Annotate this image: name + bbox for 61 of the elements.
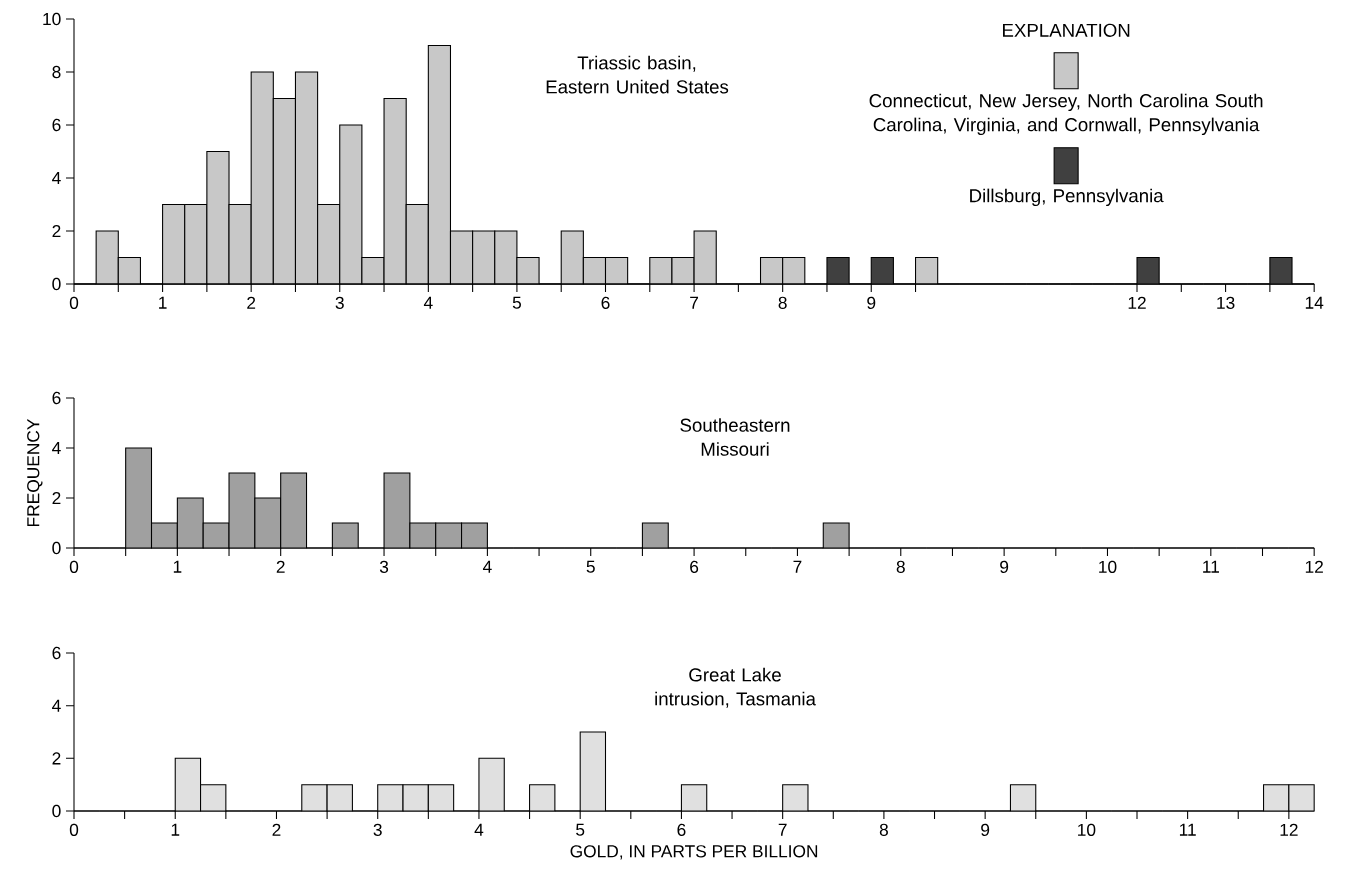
x-tick-label: 2 [276, 560, 285, 573]
x-tick-label: 2 [247, 296, 256, 309]
y-tick-label: 10 [43, 12, 61, 26]
legend-label: Connecticut, New Jersey, North Carolina South Carolina, Virginia, and Cornwall, Pennsylvania [869, 93, 1263, 136]
x-tick-label: 5 [512, 296, 522, 309]
x-tick-label: 12 [1128, 296, 1146, 309]
x-tick-label: 12 [1280, 823, 1298, 836]
x-tick-label: 6 [677, 823, 686, 836]
x-tick-label: 9 [981, 823, 990, 836]
y-tick-label: 0 [52, 541, 61, 555]
x-tick-label: 11 [1203, 560, 1219, 573]
y-tick-label: 8 [52, 65, 61, 79]
x-tick-label: 3 [373, 823, 382, 836]
x-tick-label: 1 [171, 823, 180, 836]
x-tick-label: 8 [879, 823, 888, 836]
x-tick-label: 9 [867, 296, 876, 309]
y-tick-label: 6 [52, 118, 61, 132]
x-tick-label: 13 [1217, 296, 1235, 309]
y-tick-label: 6 [52, 391, 61, 405]
x-tick-label: 6 [601, 296, 610, 309]
y-tick-label: 2 [52, 491, 61, 505]
x-tick-label: 4 [474, 823, 484, 836]
text: Great Lake intrusion, Tasmania [655, 667, 816, 708]
x-tick-label: 3 [379, 560, 389, 573]
legend-title: EXPLANATION [1003, 23, 1130, 37]
x-tick-label: 6 [690, 560, 699, 573]
x-tick-label: 1 [173, 560, 182, 573]
x-tick-label: 4 [423, 296, 433, 309]
x-tick-label: 9 [1000, 560, 1009, 573]
text: Southeastern Missouri [680, 418, 790, 456]
x-tick-label: 5 [576, 823, 585, 836]
x-tick-label: 7 [778, 823, 787, 836]
x-tick-label: 11 [1179, 823, 1196, 836]
x-tick-label: 12 [1305, 560, 1323, 573]
y-axis-title: FREQUENCY [27, 418, 43, 526]
x-tick-label: 5 [586, 560, 595, 573]
x-tick-label: 3 [335, 296, 344, 309]
legend-label: Dillsburg, Pennsylvania [970, 188, 1164, 207]
x-tick-label: 10 [1099, 560, 1117, 573]
x-tick-label: 2 [272, 823, 281, 836]
x-tick-label: 0 [69, 296, 79, 309]
y-tick-label: 4 [52, 699, 61, 712]
x-tick-label: 7 [690, 296, 699, 309]
x-tick-label: 1 [159, 296, 167, 309]
x-tick-label: 8 [778, 296, 787, 309]
y-tick-label: 0 [52, 277, 61, 291]
y-tick-label: 4 [52, 442, 61, 454]
y-tick-label: 2 [52, 224, 61, 238]
x-tick-label: 10 [1078, 823, 1096, 836]
x-tick-label: 8 [896, 560, 905, 573]
x-axis-title: GOLD, IN PARTS PER BILLION [570, 845, 818, 860]
y-tick-label: 6 [52, 646, 61, 660]
x-tick-label: 7 [793, 560, 802, 573]
x-tick-label: 0 [69, 823, 79, 836]
y-tick-label: 2 [52, 752, 61, 765]
x-tick-label: 0 [69, 560, 79, 573]
x-tick-label: 4 [482, 560, 492, 573]
text: Triassic basin, Eastern United States [546, 55, 729, 94]
x-tick-label: 14 [1305, 296, 1324, 309]
y-tick-label: 4 [52, 172, 61, 184]
y-tick-label: 0 [52, 804, 61, 818]
